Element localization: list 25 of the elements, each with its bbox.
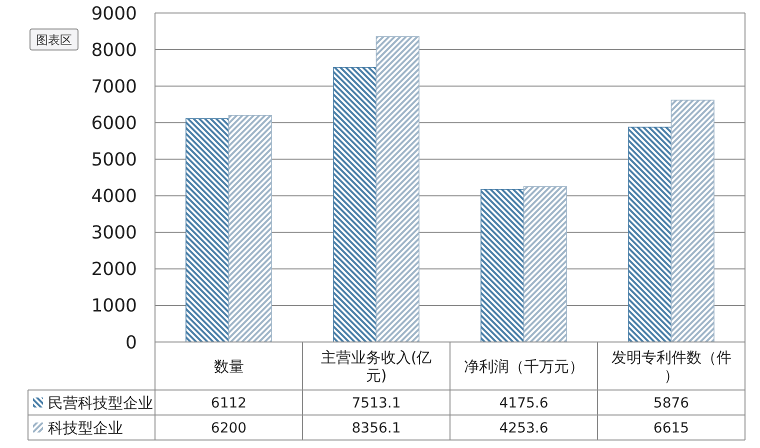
y-tick-label: 5000: [91, 150, 137, 171]
data-label: 4253.6: [499, 420, 548, 436]
y-tick-label: 2000: [91, 259, 137, 280]
data-label: 7513.1: [352, 395, 401, 412]
x-tick-label: 发明专利件数（件）: [611, 348, 732, 384]
data-label: 4175.6: [499, 395, 548, 412]
y-tick-label: 8000: [91, 40, 137, 61]
data-label: 5876: [653, 395, 690, 412]
y-tick-label: 6000: [91, 112, 137, 134]
text: 图表区: [36, 33, 72, 48]
y-tick-label: 1000: [91, 296, 137, 317]
data-label: 6200: [210, 420, 247, 436]
data-label: 6112: [210, 395, 247, 412]
y-tick-label: 3000: [91, 222, 137, 244]
legend-label: 民营科技型企业: [48, 394, 153, 412]
legend-label: 科技型企业: [48, 418, 123, 437]
y-tick-label: 4000: [91, 186, 137, 208]
x-tick-label: 净利润（千万元）: [464, 357, 584, 376]
y-tick-label: 9000: [91, 3, 137, 24]
x-tick-label: 主营业务收入(亿元): [320, 348, 432, 384]
y-tick-label: 7000: [91, 76, 137, 98]
data-label: 8356.1: [352, 420, 401, 436]
x-tick-label: 数量: [214, 357, 244, 376]
data-label: 6615: [653, 420, 690, 436]
y-tick-label: 0: [126, 332, 137, 354]
